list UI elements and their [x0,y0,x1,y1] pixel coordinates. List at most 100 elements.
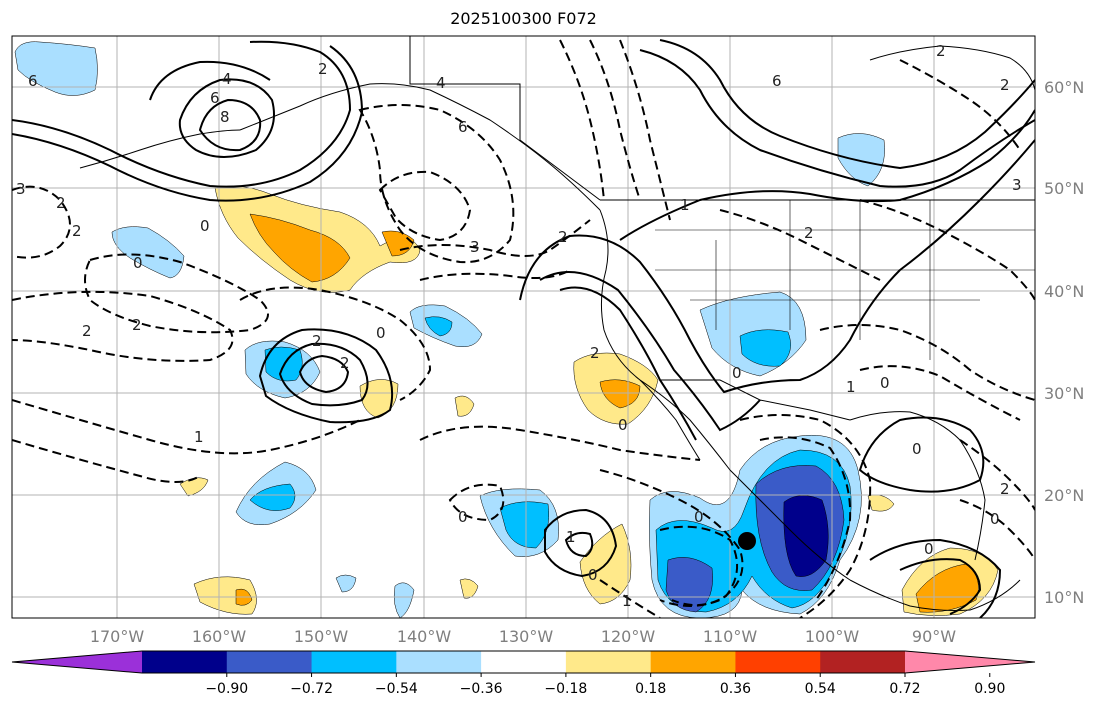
contour-label: 2 [558,228,568,246]
colorbar-tick-label: 0.36 [720,681,751,697]
solid-contour-13 [659,39,1035,170]
shade-neg-11 [393,582,415,618]
contour-label: 2 [590,344,600,362]
dashed-contour-27 [719,209,881,281]
contour-label: 2 [56,194,66,212]
longitude-labels: 170°W 160°W 150°W 140°W 130°W 120°W 110°… [90,627,956,646]
colorbar-tick-label: −0.18 [544,681,587,697]
contour-label: 0 [200,217,210,235]
dashed-contour-2 [12,290,234,362]
solid-contour-7 [298,354,350,394]
dashed-contour-23 [899,59,1021,151]
colorbar-outline [11,650,1036,674]
colorbar-tick-label: −0.90 [205,681,248,697]
contour-label: 0 [990,510,1000,528]
contour-label: 1 [680,196,690,214]
contour-label: 2 [312,332,322,350]
solid-contour-8 [559,286,697,441]
central-america-coast [849,579,1021,611]
colorbar-segment [650,651,736,673]
dashed-contour-18 [739,414,872,618]
lat-tick-label: 50°N [1044,179,1084,198]
colorbar-segment [142,651,228,673]
solid-contour-14 [544,508,618,578]
location-marker [738,532,756,550]
lon-tick-label: 120°W [601,627,656,646]
solid-contour-17 [869,538,1002,618]
dashed-contour-15 [448,483,505,522]
shade-pos-10 [459,578,479,599]
aleutian-islands [79,129,241,169]
dashed-contour-16 [599,469,744,607]
colorbar-segment [396,651,482,673]
shade-neg-20 [783,495,829,577]
colorbar-segment [226,651,313,673]
contour-label: 0 [924,540,934,558]
colorbar-segment [820,651,906,673]
shade-neg-12 [424,316,453,337]
solid-contour-19 [149,60,271,101]
contour-label: 0 [588,566,598,584]
dashed-contour-25 [959,499,1035,561]
colorbar-segment [481,651,567,673]
lon-tick-label: 110°W [703,627,758,646]
lon-tick-label: 130°W [499,627,554,646]
contour-labels: 6 4 6 8 2 0 2 2 2 0 2 2 2 1 0 3 3 6 4 2 … [16,42,1022,610]
lon-tick-label: 140°W [397,627,452,646]
contour-label: 2 [82,322,92,340]
dashed-contour-9 [399,219,591,257]
contour-label: 2 [318,60,328,78]
contour-label: 8 [220,108,230,126]
contour-label: 3 [470,238,480,256]
hudson-bay-coast [869,45,1035,91]
dashed-contour-14 [419,425,701,461]
solid-contour-16 [858,416,985,493]
colorbar-tick-label: 0.54 [805,681,836,697]
lat-tick-label: 10°N [1044,588,1084,607]
baja-coast [639,379,701,461]
shade-neg-10 [335,574,357,593]
lon-tick-label: 100°W [805,627,860,646]
contour-label: 1 [846,378,856,396]
dashed-contour-13 [619,39,671,221]
dashed-contour-4 [12,399,361,455]
contour-label: 0 [732,364,742,382]
contour-label: 2 [936,42,946,60]
shade-pos-8 [867,494,895,512]
lon-tick-label: 150°W [294,627,349,646]
dashed-contours [12,39,1035,618]
contour-label: 0 [880,374,890,392]
dashed-contour-6 [358,104,515,264]
contour-label: 3 [1012,176,1022,194]
contour-label: 1 [622,592,632,610]
contour-label: 6 [772,72,782,90]
shade-pos-11 [249,213,351,283]
dashed-contour-11 [559,39,605,201]
lat-tick-label: 40°N [1044,282,1084,301]
contour-label: 0 [458,508,468,526]
dashed-contour-19 [759,436,852,601]
dashed-contour-1 [12,185,71,259]
dashed-contour-8 [239,286,432,401]
shade-pos-13 [599,379,641,409]
lon-tick-label: 170°W [90,627,145,646]
lat-lon-grid [12,36,1035,618]
latitude-labels: 60°N 50°N 40°N 30°N 20°N 10°N [1044,78,1084,607]
lat-tick-label: 30°N [1044,384,1084,403]
contour-label: 0 [133,254,143,272]
solid-contour-11 [619,109,1035,241]
shade-neg-14 [249,483,296,511]
us-state-lines [655,200,1035,360]
contour-label: 6 [210,89,220,107]
dashed-contour-26 [599,579,661,618]
colorbar-segment [311,651,397,673]
colorbar-segment [565,651,652,673]
shade-neg-18 [665,557,713,613]
shade-pos-4 [454,395,475,417]
contour-label: 0 [376,324,386,342]
dashed-contour-24 [959,439,1035,511]
solid-contour-5 [258,328,394,424]
solid-contour-9 [539,271,761,432]
contour-label: 2 [340,354,350,372]
shade-neg-2 [111,226,185,279]
